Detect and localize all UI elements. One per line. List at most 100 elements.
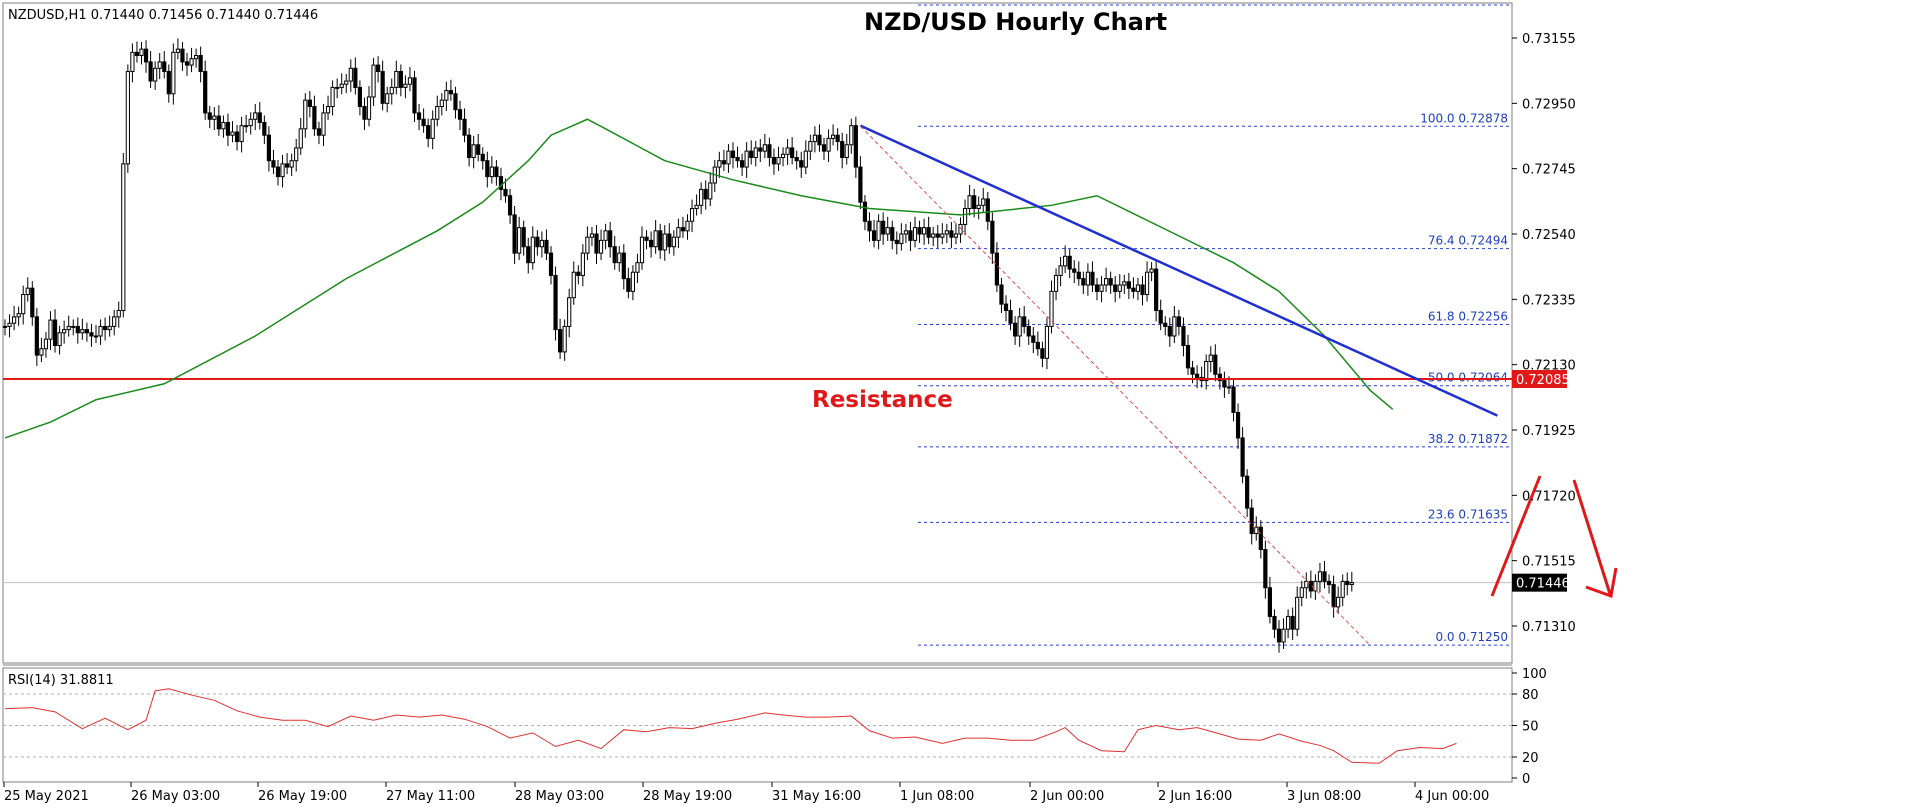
candle-body xyxy=(1167,325,1172,337)
candle-body xyxy=(412,77,417,114)
bearish-trendline xyxy=(859,124,1498,417)
current-price-tag xyxy=(1512,573,1567,592)
candle-body xyxy=(1154,268,1159,311)
rsi-tick-label: 80 xyxy=(1522,688,1539,703)
candle-body xyxy=(312,106,317,130)
candle-body xyxy=(298,128,303,149)
candle-body xyxy=(1190,367,1195,375)
candle-body xyxy=(853,125,858,168)
candle-body xyxy=(1063,255,1068,267)
candle-body xyxy=(376,64,381,72)
candle-body xyxy=(57,332,62,347)
candle-body xyxy=(21,294,26,315)
candle-body xyxy=(1240,437,1245,477)
candle-body xyxy=(1113,284,1118,292)
candle-body xyxy=(1140,284,1145,296)
candle-body xyxy=(153,67,158,82)
y-tick-label: 0.72745 xyxy=(1522,163,1576,178)
candle-body xyxy=(1099,284,1104,292)
candle-body xyxy=(803,150,808,168)
candle-body xyxy=(1076,271,1081,280)
candle-body xyxy=(48,319,53,340)
fibonacci-level-label: 50.0 0.72064 xyxy=(1428,371,1508,385)
candle-body xyxy=(467,134,472,159)
candle-body xyxy=(589,233,595,238)
candle-body xyxy=(962,208,968,225)
candle-body xyxy=(389,86,394,95)
candle-body xyxy=(653,230,658,248)
candle-body xyxy=(576,271,581,276)
x-tick-label: 25 May 2021 xyxy=(4,789,89,804)
candle-body xyxy=(130,51,135,72)
candle-body xyxy=(844,144,849,159)
candle-body xyxy=(416,112,422,120)
candle-body xyxy=(767,144,772,159)
candle-body xyxy=(335,86,340,89)
candle-body xyxy=(689,208,695,222)
candle-body xyxy=(344,80,349,85)
candle-body xyxy=(953,233,959,238)
candle-body xyxy=(512,214,517,254)
candle-body xyxy=(548,252,554,276)
candle-body xyxy=(1104,278,1109,286)
candle-body xyxy=(175,48,181,53)
candle-body xyxy=(735,157,740,162)
candle-body xyxy=(1336,596,1341,608)
candle-body xyxy=(517,227,522,254)
downward-arrow-path xyxy=(1572,479,1612,595)
candle-body xyxy=(894,239,899,245)
candle-body xyxy=(1226,386,1232,389)
candle-body xyxy=(30,287,35,318)
candle-body xyxy=(184,61,190,66)
candle-body xyxy=(2,325,8,328)
candle-body xyxy=(62,329,67,334)
candle-body xyxy=(84,329,90,334)
current-price-label: 0.71446 xyxy=(1516,577,1570,592)
candle-body xyxy=(339,83,344,88)
candle-body xyxy=(1213,354,1218,375)
candle-body xyxy=(671,236,676,248)
candle-body xyxy=(162,61,167,72)
candle-body xyxy=(1317,571,1323,582)
candle-body xyxy=(1263,549,1268,589)
candle-body xyxy=(230,131,235,136)
candle-body xyxy=(489,166,494,178)
x-tick-label: 4 Jun 00:00 xyxy=(1415,789,1489,804)
candle-body xyxy=(1072,268,1077,273)
candle-body xyxy=(462,118,467,136)
candle-body xyxy=(1254,526,1259,535)
candle-body xyxy=(730,150,736,159)
candle-body xyxy=(239,125,244,143)
candle-body xyxy=(1158,309,1163,324)
candle-body xyxy=(999,284,1004,305)
main-pane-frame xyxy=(2,2,1513,664)
fibonacci-diagonal xyxy=(860,125,1371,646)
candle-body xyxy=(1326,580,1332,586)
candle-body xyxy=(112,316,117,327)
x-tick-label: 31 May 16:00 xyxy=(772,789,861,804)
candle-body xyxy=(1135,284,1141,292)
candle-body xyxy=(562,325,567,353)
candle-body xyxy=(826,137,831,152)
candle-body xyxy=(990,220,995,254)
candle-body xyxy=(89,332,94,337)
candle-body xyxy=(198,55,203,72)
candle-body xyxy=(52,319,58,347)
x-tick-label: 28 May 03:00 xyxy=(515,789,604,804)
candle-body xyxy=(1258,526,1263,551)
candle-body xyxy=(221,121,226,130)
candle-body xyxy=(967,195,972,210)
candle-body xyxy=(303,99,308,130)
candle-body xyxy=(216,115,221,130)
chart-title: NZD/USD Hourly Chart xyxy=(864,8,1167,36)
candle-body xyxy=(585,236,590,254)
candle-body xyxy=(580,252,585,276)
x-tick-label: 1 Jun 08:00 xyxy=(900,789,974,804)
candle-body xyxy=(740,160,745,168)
candle-body xyxy=(603,230,608,241)
candle-body xyxy=(553,274,558,331)
candle-body xyxy=(371,64,376,98)
candle-body xyxy=(808,141,813,152)
candle-body xyxy=(380,70,385,104)
